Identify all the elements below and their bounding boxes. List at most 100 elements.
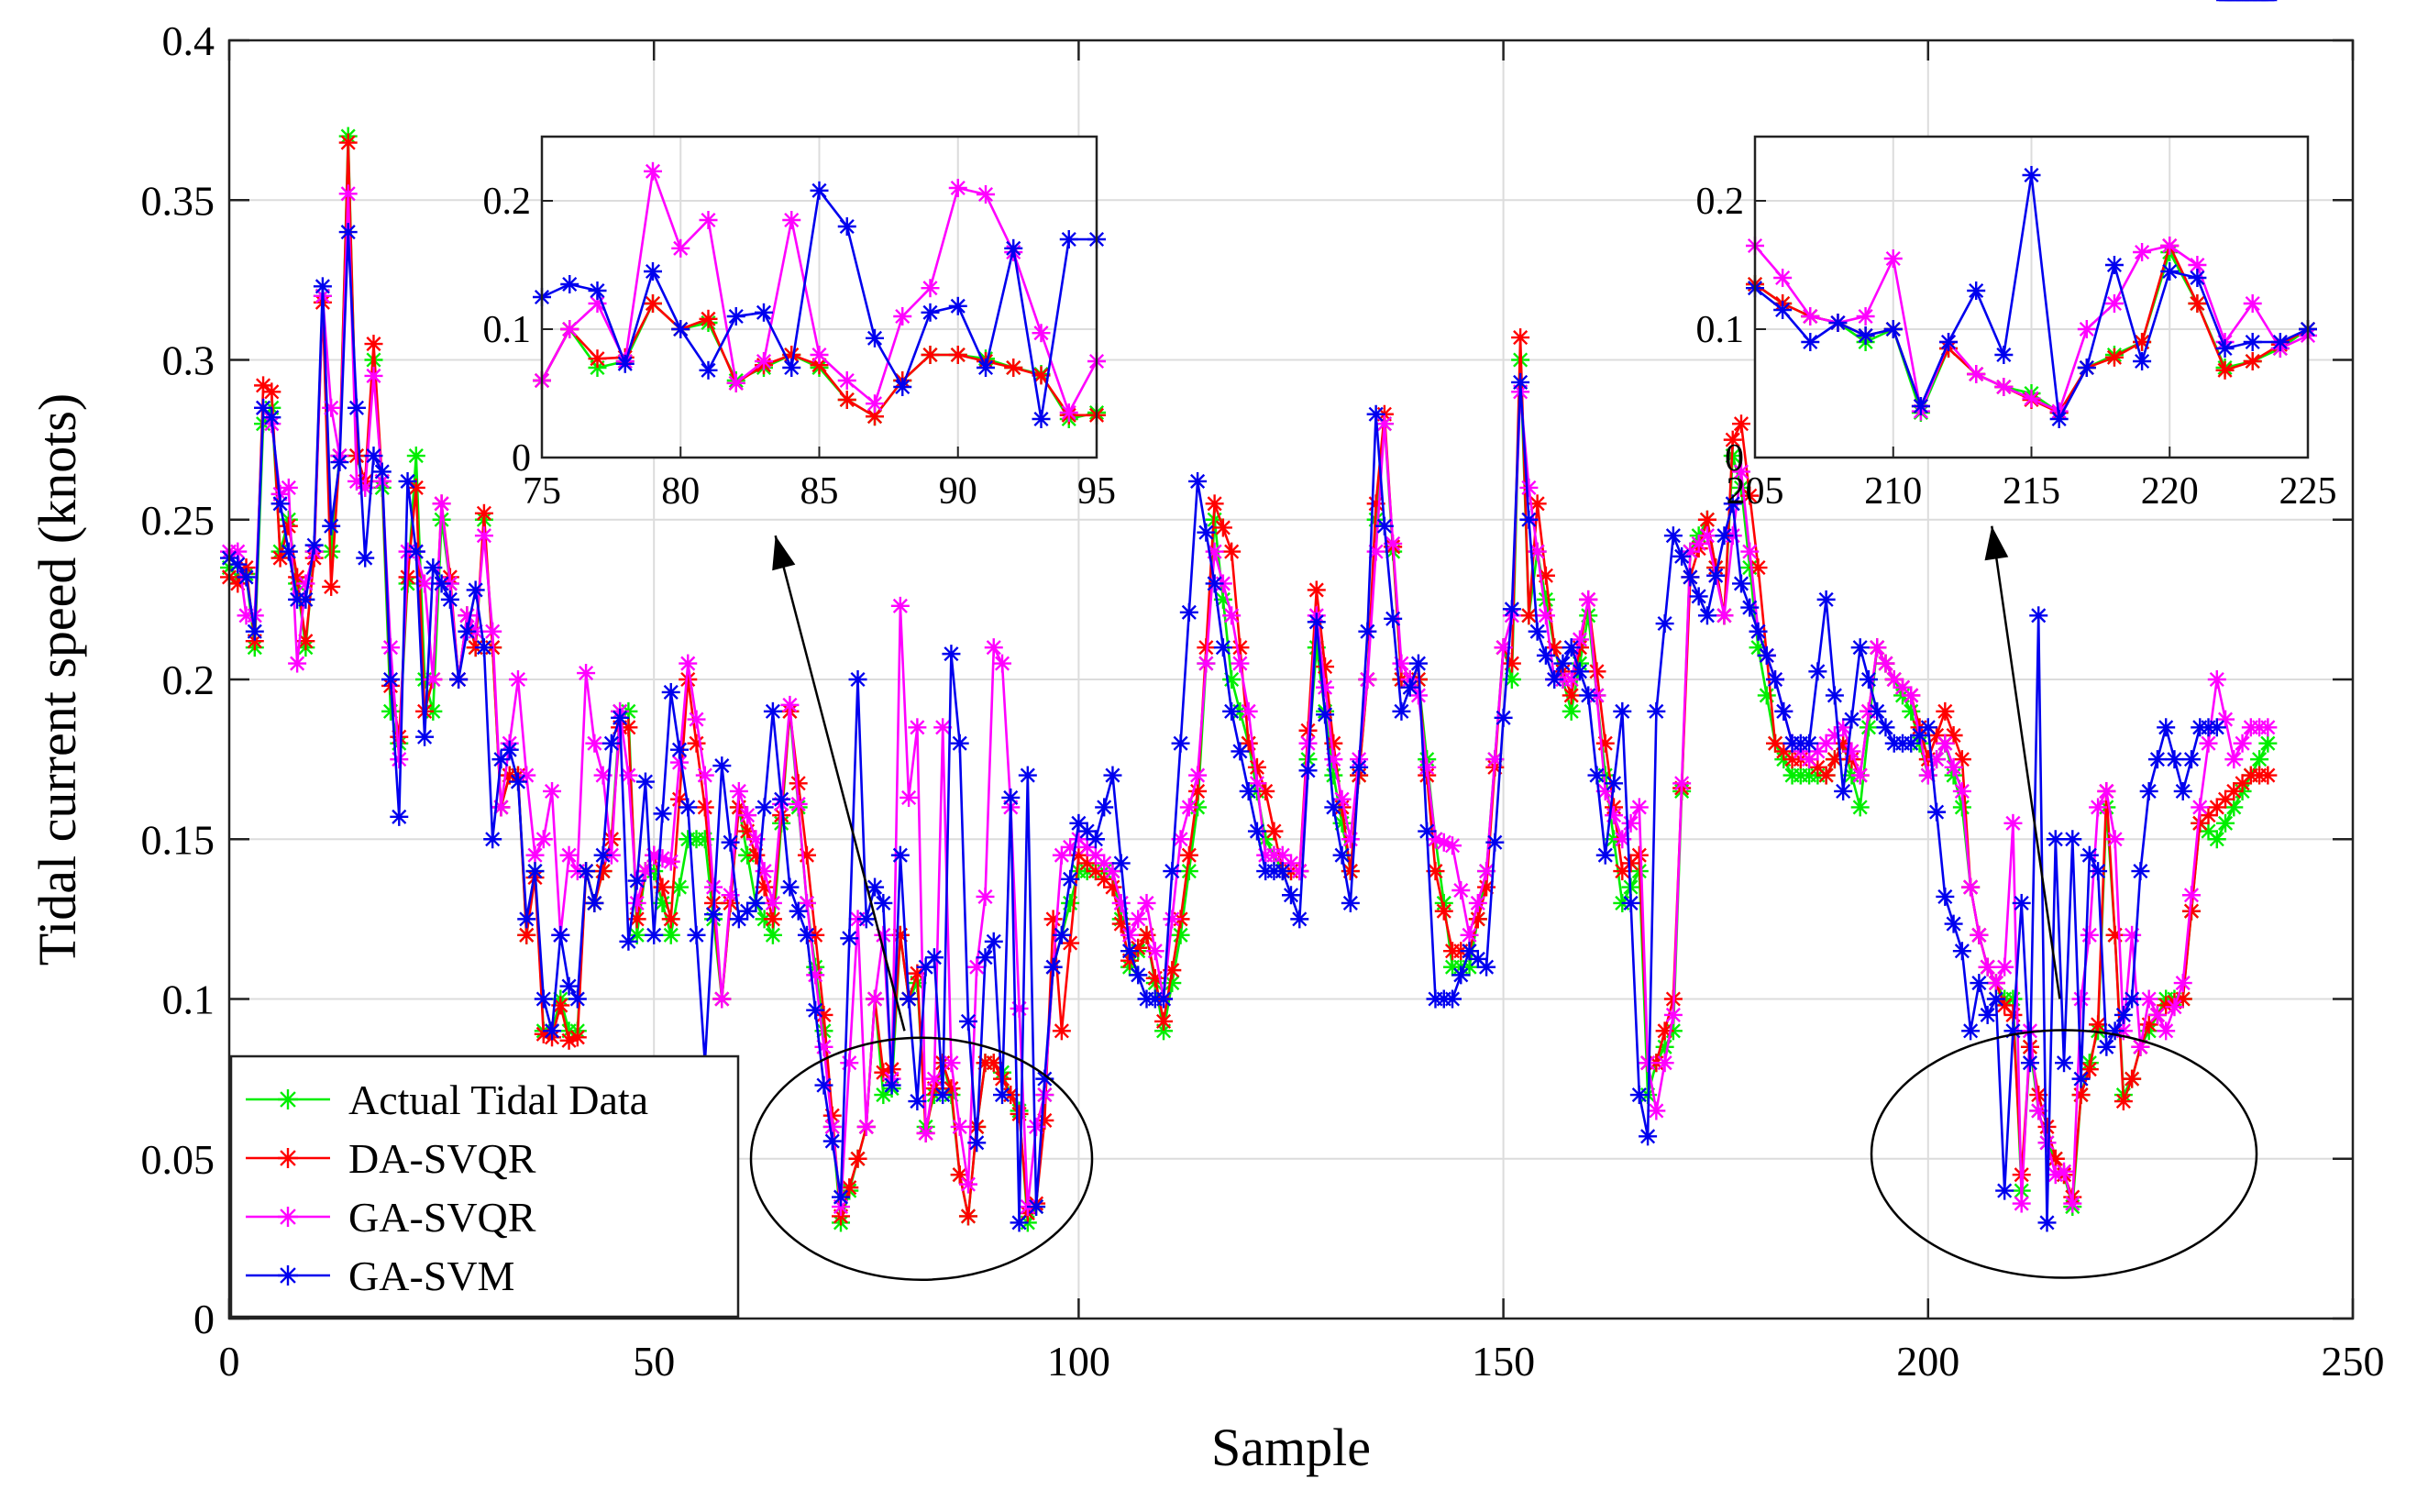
inset-marker-ga_svqr [699, 211, 718, 229]
marker-ga_svm [1027, 1197, 1046, 1217]
inset-marker-ga_svm [1801, 333, 1820, 351]
zoom-ellipse-left [749, 1036, 1094, 1281]
marker-actual [2207, 830, 2226, 849]
y-tick-label: 0 [193, 1296, 215, 1342]
marker-ga_svm [1350, 757, 1369, 777]
marker-ga_svqr [288, 654, 307, 673]
inset-marker-ga_svm [726, 307, 745, 326]
marker-ga_svm [1239, 781, 1258, 800]
inset-marker-ga_svm [755, 303, 773, 322]
marker-ga_svqr [1697, 526, 1716, 546]
marker-ga_svqr [1316, 678, 1335, 697]
legend-label: DA-SVQR [348, 1135, 536, 1182]
marker-da_svqr [1205, 494, 1224, 513]
inset-marker-ga_svm [1773, 301, 1793, 319]
marker-ga_svqr [577, 664, 596, 683]
marker-ga_svm [1918, 718, 1937, 737]
inset-marker-ga_svm [1032, 410, 1051, 428]
marker-ga_svqr [432, 494, 451, 513]
marker-ga_svm [1587, 766, 1606, 785]
inset-plot-1: 75 80 85 90 95 0 0.1 0.2 [483, 135, 1116, 513]
marker-da_svqr [789, 774, 808, 793]
marker-da_svqr [1264, 822, 1284, 841]
marker-ga_svm [899, 989, 919, 1009]
marker-ga_svqr [2139, 989, 2158, 1009]
marker-ga_svqr [984, 638, 1003, 657]
inset-y-tick-label: 0.2 [1696, 181, 1745, 223]
marker-ga_svm [449, 670, 469, 689]
marker-ga_svqr [1273, 845, 1292, 865]
marker-ga_svqr [2224, 750, 2244, 769]
marker-ga_svm [1298, 761, 1318, 780]
marker-ga_svm [1800, 734, 1819, 753]
marker-ga_svqr [1451, 881, 1471, 900]
marker-ga_svm [313, 277, 332, 296]
inset-marker-ga_svm [1967, 281, 1986, 300]
marker-ga_svm [2181, 750, 2201, 769]
marker-ga_svqr [1663, 1005, 1683, 1024]
inset-marker-ga_svqr [977, 185, 995, 204]
marker-actual [1859, 718, 1878, 737]
marker-ga_svqr [1358, 670, 1377, 689]
marker-da_svqr [2089, 1015, 2108, 1034]
marker-ga_svqr [1961, 877, 1981, 897]
marker-da_svqr [1316, 657, 1335, 677]
marker-da_svqr [763, 910, 782, 929]
inset-marker-da_svqr [948, 346, 967, 364]
marker-ga_svm [653, 804, 672, 823]
marker-ga_svqr [338, 184, 358, 204]
marker-ga_svqr [1850, 766, 1870, 785]
marker-da_svqr [2071, 1086, 2091, 1105]
inset-marker-ga_svqr [1856, 307, 1875, 326]
inset-x-tick-label: 85 [800, 470, 839, 513]
legend-swatch-marker [278, 1148, 298, 1168]
marker-ga_svm [1995, 1181, 2014, 1200]
marker-ga_svqr [517, 766, 536, 785]
marker-ga_svm [2089, 862, 2108, 881]
inset-marker-ga_svm [644, 262, 662, 281]
marker-ga_svm [822, 1131, 842, 1151]
inset-y-tick-label: 0 [1725, 437, 1744, 480]
marker-ga_svm [1834, 781, 1853, 800]
marker-ga_svqr [483, 622, 502, 641]
marker-da_svqr [1697, 510, 1716, 529]
marker-ga_svqr [1647, 1101, 1666, 1120]
inset-marker-ga_svqr [1773, 269, 1793, 287]
marker-ga_svm [721, 833, 740, 852]
inset-marker-ga_svm [1828, 314, 1848, 332]
marker-ga_svm [1171, 734, 1190, 753]
marker-ga_svm [458, 622, 477, 641]
marker-ga_svm [1366, 404, 1385, 424]
marker-ga_svqr [2105, 830, 2125, 849]
marker-ga_svm [1197, 523, 1216, 542]
inset-marker-ga_svqr [810, 346, 829, 364]
inset-marker-da_svqr [699, 309, 718, 328]
marker-da_svqr [1010, 1104, 1029, 1123]
marker-ga_svqr [738, 806, 757, 825]
marker-ga_svm [1528, 622, 1547, 641]
inset-marker-ga_svm [1856, 326, 1875, 345]
marker-ga_svm [984, 932, 1003, 951]
inset-marker-ga_svm [2133, 352, 2152, 370]
marker-ga_svm [958, 1011, 977, 1031]
marker-ga_svqr [1715, 606, 1734, 625]
inset-marker-ga_svqr [755, 352, 773, 370]
inset-marker-ga_svm [699, 360, 718, 380]
marker-ga_svqr [593, 766, 613, 785]
marker-ga_svm [1825, 686, 1844, 705]
inset-x-tick-label: 225 [2279, 470, 2337, 513]
marker-ga_svm [1408, 654, 1428, 673]
marker-ga_svqr [2063, 1194, 2082, 1213]
marker-ga_svm [797, 925, 816, 944]
inset-marker-da_svqr [588, 349, 607, 369]
legend-entry-ga_svqr: GA-SVQR [246, 1194, 536, 1241]
marker-ga_svm [1562, 638, 1581, 657]
marker-ga_svm [679, 798, 698, 817]
inset-marker-ga_svqr [948, 179, 967, 197]
marker-ga_svqr [2123, 925, 2142, 944]
legend-label: Actual Tidal Data [348, 1076, 648, 1123]
marker-ga_svm [1842, 710, 1861, 729]
marker-ga_svqr [458, 606, 477, 625]
marker-da_svqr [1043, 910, 1063, 929]
